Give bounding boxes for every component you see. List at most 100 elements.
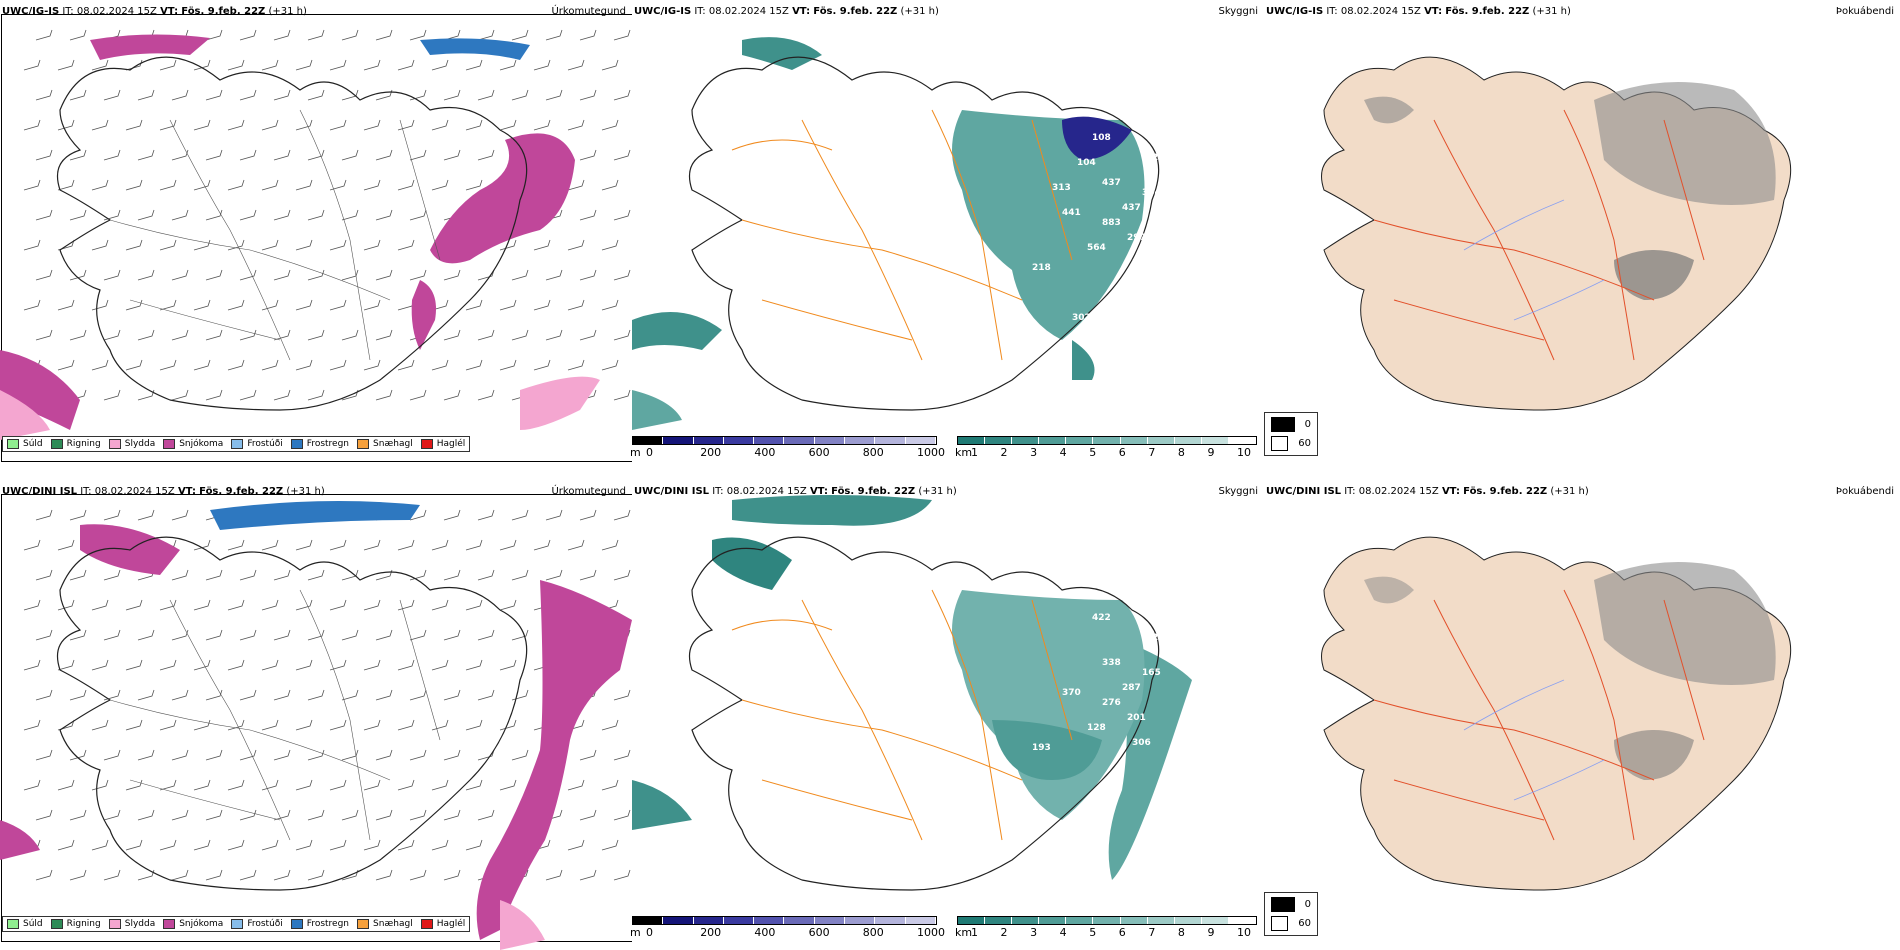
iceland-coastline (56, 56, 528, 411)
colorbar-swatches (632, 436, 937, 445)
wind-barb (137, 689, 155, 701)
iceland-map (0, 29, 631, 440)
wind-barb (409, 749, 427, 761)
wind-barb (273, 809, 291, 821)
wind-barb (91, 179, 109, 191)
legend-label: Frostúði (247, 919, 283, 929)
wind-barb (137, 149, 155, 161)
colorbar-swatches (632, 916, 937, 925)
wind-barb (329, 839, 347, 851)
wind-barb (363, 719, 381, 731)
colorbar-cell (723, 437, 755, 444)
wind-barb (261, 659, 279, 671)
wind-barb (295, 359, 313, 371)
wind-barb (35, 569, 53, 581)
wind-barb (57, 839, 75, 851)
wind-barb (545, 869, 563, 881)
visibility-area (952, 590, 1145, 820)
wind-barb (613, 749, 631, 761)
legend-swatch (108, 439, 121, 449)
legend-swatch (163, 439, 176, 449)
wind-barb (363, 239, 381, 251)
wind-barb (239, 689, 257, 701)
lead-time: (+31 h) (918, 486, 957, 497)
wind-barb (579, 329, 597, 341)
wind-barb (499, 359, 517, 371)
model-name: UWC/DINI ISL (1266, 486, 1342, 497)
wind-barb (375, 809, 393, 821)
wind-barb (69, 29, 87, 41)
wind-barb (69, 89, 87, 101)
cloud-base-value: 437 (1102, 178, 1121, 188)
wind-barb (137, 329, 155, 341)
wind-barb (125, 179, 143, 191)
precip-area (500, 900, 545, 950)
colorbar-cell (754, 917, 785, 924)
wind-barb (35, 809, 53, 821)
wind-barb (35, 329, 53, 341)
wind-barb (171, 689, 189, 701)
precip-legend-item: Haglél (420, 919, 465, 929)
wind-barb (273, 209, 291, 221)
wind-barb (341, 329, 359, 341)
wind-barb (431, 599, 449, 611)
colorbar-cell (1120, 917, 1148, 924)
wind-barb (601, 59, 619, 71)
colorbar-tick-label: 1 (971, 926, 978, 939)
wind-barb (91, 359, 109, 371)
wind-barb (103, 389, 121, 401)
wind-barb (137, 629, 155, 641)
wind-barb (159, 359, 177, 371)
wind-barb (261, 179, 279, 191)
wind-barb (613, 89, 631, 101)
precip-legend-item: Slydda (108, 919, 155, 929)
wind-barb (295, 239, 313, 251)
wind-barb (205, 149, 223, 161)
wind-barb (477, 809, 495, 821)
wind-barb (35, 89, 53, 101)
wind-barb (23, 599, 41, 611)
wind-barb (511, 749, 529, 761)
legend-label: Rigning (66, 439, 101, 449)
wind-barb (477, 389, 495, 401)
wind-barb (125, 239, 143, 251)
wind-barb (91, 299, 109, 311)
wind-barb (273, 89, 291, 101)
precip-legend-item: Snjókoma (163, 439, 223, 449)
fog-legend-item: 0 (1271, 897, 1311, 912)
init-time: 08.02.2024 15Z (1358, 486, 1439, 497)
wind-barb (307, 209, 325, 221)
wind-barb (409, 269, 427, 281)
cloud-base-value: 287 (1122, 683, 1141, 693)
panel-header: UWC/DINI ISL IT: 08.02.2024 15Z VT: Fös.… (2, 486, 626, 500)
init-time: 08.02.2024 15Z (726, 486, 807, 497)
colorbar-cell (1093, 917, 1121, 924)
colorbar-tick-label: 400 (754, 926, 776, 939)
precip-area (476, 580, 632, 940)
wind-barb (171, 269, 189, 281)
colorbar-swatches (957, 436, 1257, 445)
colorbar-cell (1228, 917, 1257, 924)
wind-barb (261, 299, 279, 311)
wind-barb (443, 269, 461, 281)
wind-barb (227, 719, 245, 731)
wind-barb (103, 329, 121, 341)
wind-barb (205, 749, 223, 761)
wind-barb (35, 269, 53, 281)
wind-barb (443, 809, 461, 821)
wind-barb (35, 29, 53, 41)
wind-barb (601, 299, 619, 311)
wind-barb (363, 359, 381, 371)
wind-barb (137, 509, 155, 521)
wind-barb (23, 119, 41, 131)
panel-title: Skyggni (1218, 486, 1258, 497)
colorbar-cell (1120, 437, 1148, 444)
wind-barb (499, 59, 517, 71)
wind-barb (69, 209, 87, 221)
wind-barb (341, 809, 359, 821)
cloud-base-value: 128 (1087, 723, 1106, 733)
wind-barb (35, 869, 53, 881)
road-network (109, 109, 441, 361)
wind-barb (57, 659, 75, 671)
